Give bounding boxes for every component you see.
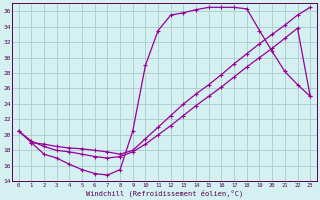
X-axis label: Windchill (Refroidissement éolien,°C): Windchill (Refroidissement éolien,°C) bbox=[86, 189, 243, 197]
